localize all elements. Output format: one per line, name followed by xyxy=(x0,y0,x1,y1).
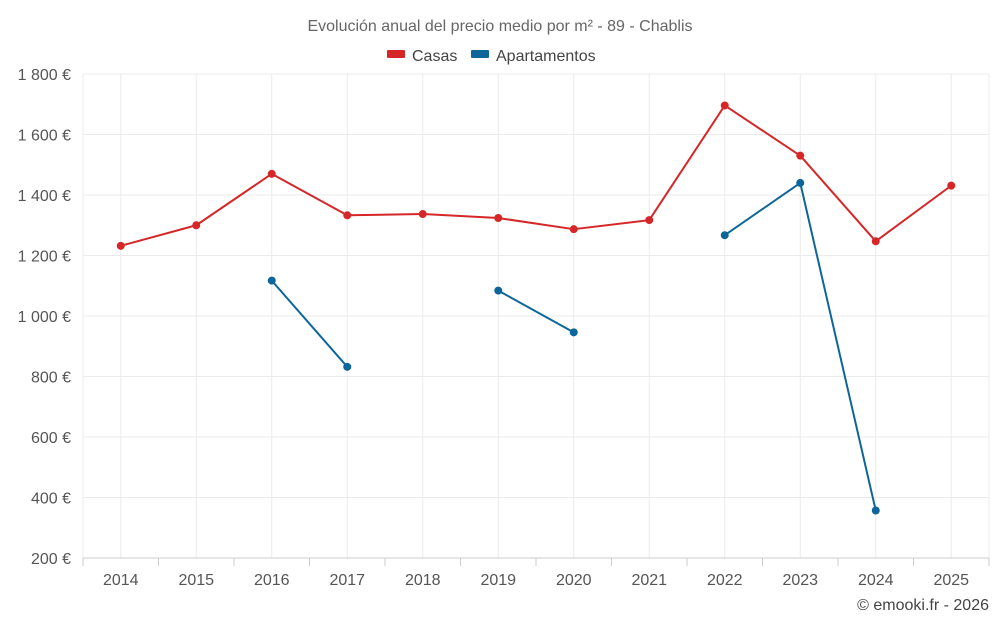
series-apartamentos xyxy=(267,178,880,515)
legend-swatch-casas xyxy=(387,50,405,58)
grid xyxy=(82,73,990,558)
x-tick-label: 2016 xyxy=(254,572,290,589)
y-tick-label: 1 800 € xyxy=(18,67,71,84)
y-tick-label: 400 € xyxy=(31,491,71,508)
x-tick-label: 2014 xyxy=(103,572,139,589)
x-tick-label: 2020 xyxy=(556,572,592,589)
data-point-casas-2019[interactable] xyxy=(494,213,503,222)
x-tick-label: 2025 xyxy=(933,572,969,589)
data-point-apartamentos-2019[interactable] xyxy=(494,286,503,295)
y-tick-label: 600 € xyxy=(31,430,71,447)
x-tick-label: 2024 xyxy=(858,572,894,589)
data-point-apartamentos-2016[interactable] xyxy=(267,276,276,285)
x-tick-label: 2021 xyxy=(631,572,667,589)
data-point-casas-2014[interactable] xyxy=(116,241,125,250)
legend-swatch-apartamentos xyxy=(471,50,489,58)
y-tick-label: 1 000 € xyxy=(18,309,71,326)
data-point-casas-2021[interactable] xyxy=(645,216,654,225)
legend: Casas Apartamentos xyxy=(387,48,596,65)
x-tick-label: 2018 xyxy=(405,572,441,589)
data-point-casas-2016[interactable] xyxy=(267,169,276,178)
chart-title: Evolución anual del precio medio por m² … xyxy=(307,18,692,35)
y-tick-label: 1 400 € xyxy=(18,188,71,205)
x-tick-label: 2023 xyxy=(782,572,818,589)
series-casas xyxy=(116,101,956,250)
x-tick-label: 2019 xyxy=(480,572,516,589)
y-tick-label: 200 € xyxy=(31,551,71,568)
x-tick-label: 2015 xyxy=(178,572,214,589)
data-point-apartamentos-2017[interactable] xyxy=(343,362,352,371)
data-point-casas-2025[interactable] xyxy=(947,181,956,190)
series-line-apartamentos xyxy=(497,289,575,334)
data-point-apartamentos-2024[interactable] xyxy=(871,506,880,515)
legend-item-casas[interactable]: Casas xyxy=(387,48,457,65)
data-point-casas-2020[interactable] xyxy=(569,225,578,234)
y-tick-label: 1 600 € xyxy=(18,128,71,145)
data-point-casas-2022[interactable] xyxy=(720,101,729,110)
data-point-casas-2018[interactable] xyxy=(418,210,427,219)
legend-item-apartamentos[interactable]: Apartamentos xyxy=(471,48,596,65)
series-line-casas xyxy=(120,104,952,247)
data-point-apartamentos-2023[interactable] xyxy=(796,178,805,187)
data-point-apartamentos-2022[interactable] xyxy=(720,231,729,240)
x-tick-label: 2022 xyxy=(707,572,743,589)
y-tick-label: 1 200 € xyxy=(18,249,71,266)
axes: 200 € 400 € 600 € 800 € 1 000 € 1 200 € 1 400 … xyxy=(18,67,990,589)
legend-label-apartamentos: Apartamentos xyxy=(496,48,596,65)
legend-label-casas: Casas xyxy=(412,48,457,65)
series xyxy=(116,101,956,515)
data-point-casas-2017[interactable] xyxy=(343,211,352,220)
x-tick-label: 2017 xyxy=(329,572,365,589)
data-point-casas-2023[interactable] xyxy=(796,151,805,160)
credit-text: © emooki.fr - 2026 xyxy=(857,597,989,614)
data-point-casas-2024[interactable] xyxy=(871,237,880,246)
series-line-apartamentos xyxy=(270,279,349,368)
data-point-apartamentos-2020[interactable] xyxy=(569,328,578,337)
y-tick-label: 800 € xyxy=(31,370,71,387)
data-point-casas-2015[interactable] xyxy=(192,221,201,230)
